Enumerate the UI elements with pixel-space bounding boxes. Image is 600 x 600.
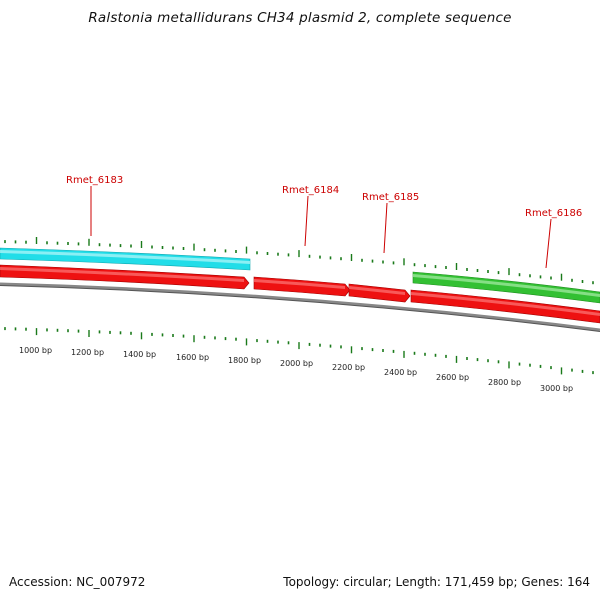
gene-label-rmet-6186[interactable]: Rmet_6186 [525, 208, 582, 219]
bp-label: 2600 bp [436, 373, 469, 382]
bp-label: 1200 bp [71, 348, 104, 357]
gene-arc-cyan-highlight [0, 250, 250, 264]
backbone-arc-shade [0, 285, 600, 332]
leader-line-rmet-6184 [304, 195, 309, 247]
bp-label: 1800 bp [228, 356, 261, 365]
inner-tick-row [4, 327, 594, 375]
summary-text: Topology: circular; Length: 171,459 bp; … [283, 575, 590, 589]
gene-label-rmet-6184[interactable]: Rmet_6184 [282, 185, 339, 196]
red-highlight-3 [349, 286, 405, 295]
bp-label: 2000 bp [280, 359, 313, 368]
gene-label-rmet-6185[interactable]: Rmet_6185 [362, 192, 419, 203]
bp-label: 1000 bp [19, 346, 52, 355]
accession-text: Accession: NC_007972 [9, 575, 146, 589]
red-highlight-4 [411, 292, 600, 316]
bp-label: 1400 bp [123, 350, 156, 359]
outer-tick-row [4, 237, 594, 285]
map-title: Ralstonia metallidurans CH34 plasmid 2, … [88, 10, 512, 26]
bp-label: 1600 bp [176, 353, 209, 362]
bp-label: 3000 bp [540, 384, 573, 393]
gene-arc-green-highlight [413, 274, 600, 297]
gene-label-rmet-6183[interactable]: Rmet_6183 [66, 175, 123, 186]
red-highlight-1 [0, 267, 244, 282]
bp-label: 2200 bp [332, 363, 365, 372]
leader-line-rmet-6186 [545, 218, 552, 269]
leader-line-rmet-6185 [383, 202, 388, 254]
red-highlight-2 [254, 279, 345, 289]
bp-label: 2800 bp [488, 378, 521, 387]
bp-label: 2400 bp [384, 368, 417, 377]
backbone-arc [0, 282, 600, 332]
